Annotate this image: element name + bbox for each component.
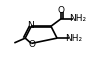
Text: N: N	[27, 21, 34, 30]
Text: NH₂: NH₂	[69, 14, 86, 23]
Text: O: O	[28, 40, 35, 49]
Text: NH₂: NH₂	[65, 34, 82, 43]
Text: O: O	[57, 6, 64, 15]
